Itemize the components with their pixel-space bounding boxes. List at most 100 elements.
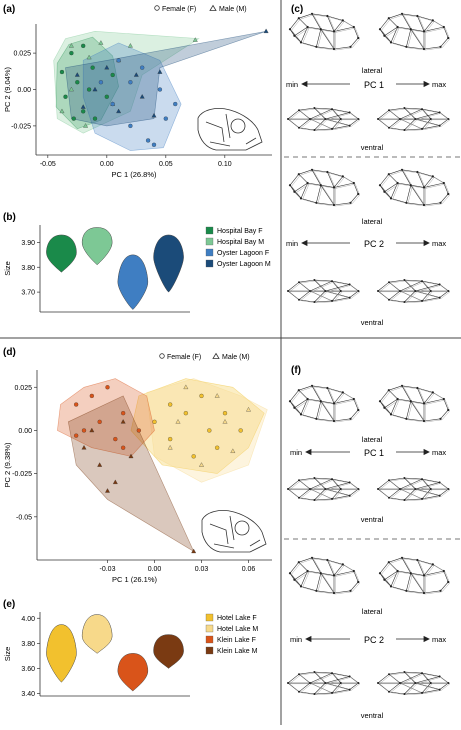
wireframe-edge [379, 390, 390, 402]
wireframe-node [416, 558, 419, 562]
wireframe-node [357, 682, 360, 684]
wireframe-edge [311, 169, 322, 186]
wireframe-edge [300, 42, 317, 48]
ventral-label: ventral [361, 318, 384, 327]
skull-outline-icon [197, 108, 263, 151]
wireframe-edge [350, 581, 359, 591]
wireframe-node [403, 301, 406, 303]
wireframe-edge [335, 21, 345, 33]
wireframe-edge [405, 301, 424, 304]
wireframe-edge [443, 182, 449, 195]
wireframe-edge [401, 557, 412, 574]
wireframe-edge [287, 281, 300, 292]
point-oyster-lagoon-m [139, 94, 145, 99]
point-hotel-lake-f [152, 419, 157, 424]
y-tick-label: 3.60 [21, 666, 35, 673]
wireframe-node [298, 496, 300, 499]
wireframe-node [332, 203, 336, 207]
wireframe-edge [423, 182, 444, 188]
wireframe-node [431, 563, 434, 566]
wireframe-edge [315, 693, 334, 696]
wireframe-node [438, 675, 441, 678]
wireframe-edge [425, 591, 443, 595]
wireframe-edge [317, 186, 323, 204]
wireframe-edge [410, 28, 425, 32]
wireframe-edge [388, 299, 405, 303]
wireframe-edge [316, 185, 322, 203]
wireframe-edge [404, 498, 423, 501]
wireframe-edge [313, 386, 323, 403]
male-legend-label: Male (M) [219, 6, 247, 13]
wireframe-edge [425, 27, 446, 33]
violin-hospital-bay-m [81, 227, 113, 266]
legend-label-hotel-lake-m: Hotel Lake M [217, 626, 258, 633]
wireframe-edge [415, 676, 440, 684]
shape-legend-top: Female (F) Male (M) [154, 4, 247, 13]
wireframe-edge [388, 17, 398, 28]
wireframe-edge [410, 572, 425, 576]
wireframe-edge [417, 387, 433, 393]
x-tick-label: -0.05 [40, 161, 56, 168]
wireframe-edge [377, 281, 390, 292]
wireframe-node [297, 17, 300, 20]
wireframe-edge [379, 562, 390, 574]
wireframe-edge [403, 386, 413, 403]
wireframe-node [293, 190, 296, 193]
wireframe-node [313, 477, 316, 479]
wireframe-node [331, 280, 333, 283]
wireframe-edge [390, 128, 406, 132]
wireframe-edge [418, 560, 426, 577]
wireframe-node [332, 574, 336, 577]
min-label: min [286, 80, 298, 89]
wireframe-node [422, 47, 426, 51]
wireframe-edge [404, 488, 416, 501]
point-oyster-lagoon-m [92, 86, 98, 92]
wireframe-edge [443, 398, 449, 411]
wireframe-edge [298, 479, 311, 490]
wireframe-edge [300, 291, 312, 301]
wireframe-edge [298, 671, 315, 675]
wireframe-edge [315, 683, 328, 695]
wireframe-node [306, 569, 309, 573]
wireframe-edge [401, 291, 424, 302]
min-label: min [290, 635, 302, 644]
wireframe-edge [421, 280, 440, 285]
wireframe-edge [379, 110, 391, 120]
wireframe-edge [416, 284, 442, 293]
wireframe-edge [379, 573, 392, 587]
wireframe-edge [377, 109, 390, 120]
wireframe-edge [316, 401, 322, 419]
point-hotel-lake-m [246, 407, 251, 412]
point-oyster-lagoon-f [110, 101, 115, 107]
wireframe-node [439, 201, 442, 204]
wireframe-edge [291, 30, 303, 44]
wireframe-edge [315, 119, 328, 131]
point-klein-lake-m [105, 488, 110, 493]
wireframe-edge [388, 682, 401, 693]
wireframe-edge [300, 692, 316, 696]
wireframe-edge [423, 291, 433, 302]
wireframe-edge [385, 399, 400, 410]
wireframe-node [341, 175, 344, 178]
wireframe-edge [399, 280, 423, 292]
wireframe-node [447, 682, 450, 684]
wireframe-node [298, 673, 300, 676]
wireframe-edge [401, 13, 412, 30]
wireframe-edge [415, 682, 440, 690]
wireframe-edge [388, 169, 403, 175]
wireframe-edge [331, 118, 342, 130]
legend-label-hospital-bay-f: Hospital Bay F [217, 228, 263, 235]
wireframe-edge [399, 672, 423, 684]
point-klein-lake-f [121, 411, 126, 416]
wireframe-edge [392, 183, 400, 200]
pc2-label: PC 2 [364, 239, 384, 249]
wireframe-node [319, 572, 322, 575]
wireframe-edge [314, 279, 333, 282]
wireframe-edge [316, 202, 335, 206]
legend-label-hotel-lake-f: Hotel Lake F [217, 615, 257, 622]
wireframe-node [341, 391, 344, 394]
wireframe-edge [390, 300, 406, 304]
point-hotel-lake-f [168, 436, 173, 442]
wireframe-edge [311, 119, 334, 130]
